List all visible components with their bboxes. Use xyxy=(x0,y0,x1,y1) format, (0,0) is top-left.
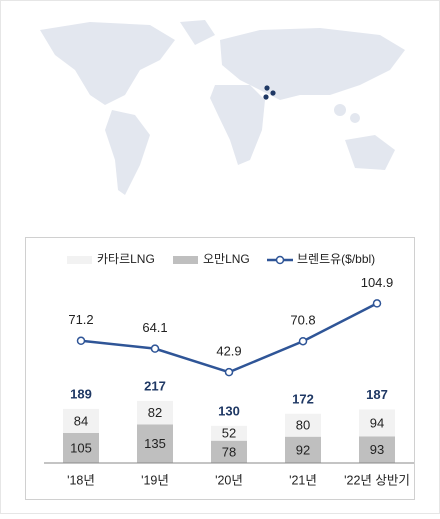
line-value-label: 64.1 xyxy=(142,320,167,335)
legend-label: 카타르LNG xyxy=(97,252,155,266)
line-point xyxy=(372,299,382,308)
total-label: 172 xyxy=(292,391,314,406)
total-label: 130 xyxy=(218,403,240,418)
bar-segment xyxy=(359,436,395,463)
bar-segment xyxy=(359,409,395,437)
legend-swatch xyxy=(173,256,198,264)
line-point xyxy=(150,344,160,353)
bar-segment xyxy=(63,408,99,433)
bar-value-label: 94 xyxy=(370,415,384,430)
bar-value-label: 92 xyxy=(296,442,310,457)
bar-segment xyxy=(137,424,173,463)
bar-value-label: 93 xyxy=(370,442,384,457)
bar-segment xyxy=(137,400,173,425)
bar-value-label: 82 xyxy=(148,405,162,420)
line-point xyxy=(224,367,234,377)
line-value-label: 104.9 xyxy=(361,275,394,290)
total-label: 187 xyxy=(366,387,388,402)
bar-segment xyxy=(211,440,247,463)
x-tick-label: '20년 xyxy=(215,473,243,487)
bar-value-label: 105 xyxy=(70,440,92,455)
bar-value-label: 135 xyxy=(144,436,166,451)
legend-swatch xyxy=(67,256,92,264)
legend-label: 브렌트유($/bbl) xyxy=(297,252,375,266)
bar-value-label: 80 xyxy=(296,418,310,433)
x-tick-label: '19년 xyxy=(141,473,169,487)
project-dots xyxy=(263,85,276,100)
line-point xyxy=(76,336,86,346)
line-point xyxy=(298,336,308,346)
bar-segment xyxy=(285,413,321,437)
bar-segment xyxy=(211,425,247,441)
bar-value-label: 84 xyxy=(74,413,88,428)
bar-segment xyxy=(63,432,99,463)
line-value-label: 42.9 xyxy=(216,344,241,359)
total-label: 189 xyxy=(70,386,92,401)
bar-value-label: 78 xyxy=(222,444,236,459)
x-tick-label: '22년 상반기 xyxy=(344,473,410,487)
world-map xyxy=(40,20,405,195)
line-value-label: 71.2 xyxy=(68,312,93,327)
bar-segment xyxy=(285,436,321,463)
bar-value-label: 52 xyxy=(222,426,236,441)
legend-swatch xyxy=(275,255,285,265)
total-label: 217 xyxy=(144,378,166,393)
legend-label: 오만LNG xyxy=(203,252,250,266)
x-tick-label: '18년 xyxy=(67,473,95,487)
x-tick-label: '21년 xyxy=(289,473,317,487)
line-value-label: 70.8 xyxy=(290,313,315,328)
